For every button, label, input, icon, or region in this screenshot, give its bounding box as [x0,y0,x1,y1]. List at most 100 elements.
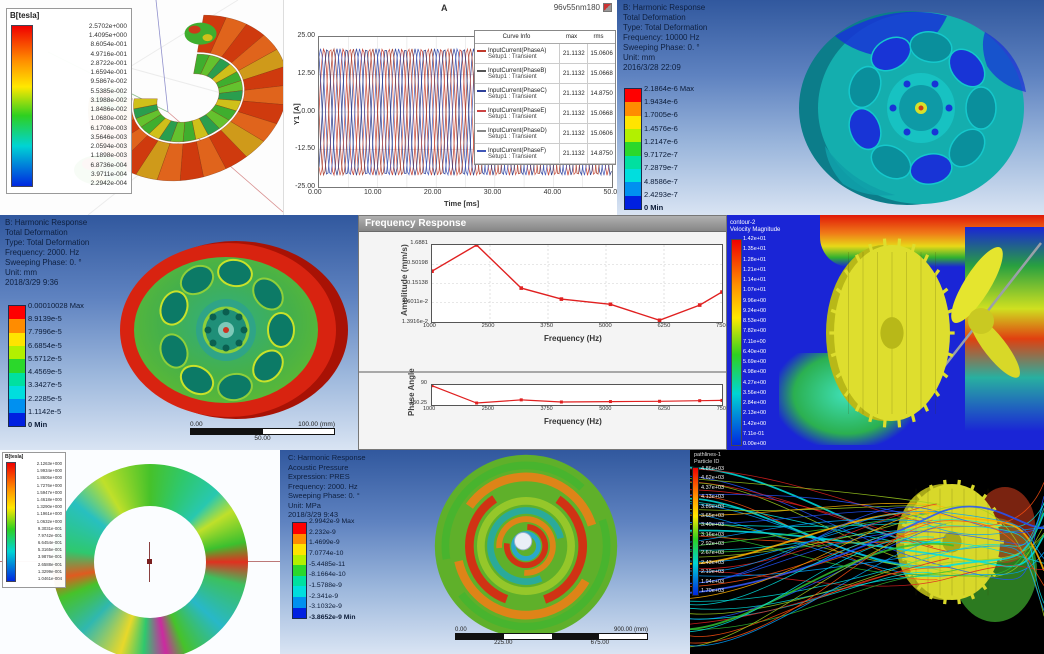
tick-label: 1000 [423,323,436,329]
curve-legend-table: Curve Info max rms InputCurrent(PhaseA) … [474,30,616,165]
info-line: 2018/3/29 9:43 [288,510,339,519]
legend-value: 4.37e+03 [701,484,725,491]
curve-rms: 14.8750 [587,84,615,103]
tick-label: 0.00 [301,107,315,115]
legend-value: 7.7996e-5 [28,327,62,337]
analysis-info: B: Harmonic Response Total Deformation Typ… [5,218,89,288]
info-line: 2018/3/29 9:36 [5,278,59,287]
design-icon[interactable] [603,3,612,12]
color-scale-bar [624,88,642,210]
x-ticks: 0.00 10.00 20.00 30.00 40.00 50.00 [308,189,617,196]
streamlines-render [690,466,1044,648]
legend-value: 1.7005e-6 [644,110,678,120]
legend-value: 3.56e+00 [743,389,767,396]
legend-value: -3.8652e-9 Min [309,613,356,621]
legend-value: -5.4485e-11 [309,560,346,568]
legend-line2: Particle ID [694,458,720,465]
curve-max: 21.1132 [559,144,587,163]
legend-value: 7.82e+00 [743,328,767,335]
design-name: 96v55nm180 [553,3,600,12]
color-scale-bar [6,462,16,582]
legend-value: 5.5385e-002 [90,87,127,95]
tick-label: 0.00 [308,189,322,196]
legend-row: InputCurrent(PhaseD) Setup1 : Transient … [475,124,615,144]
origin-marker [147,559,152,564]
phase-y-ticks: 90 -150.25 [403,380,427,406]
design-label: 96v55nm180 [554,3,612,12]
legend-value: 1.0680e-002 [90,115,127,123]
gear-and-propeller-render [826,238,1042,428]
ruler-bar [455,633,648,640]
legend-value: 2.43e+03 [701,559,725,566]
info-line: Total Deformation [5,228,68,237]
legend-value: 1.8605e+000 [36,475,62,481]
legend-value: 1.0632e+000 [36,518,62,524]
legend-value: 3.9711e-004 [90,170,127,178]
legend-value: 7.2879e-7 [644,163,678,173]
legend-value: 1.1898e-003 [90,152,127,160]
curve-name: InputCurrent(PhaseE) [488,107,547,114]
legend-line1: pathlines-1 [694,452,721,458]
legend-row: InputCurrent(PhaseA) Setup1 : Transient … [475,44,615,64]
tick-label: 2500 [481,406,494,412]
curve-setup: Setup1 : Transient [488,93,537,100]
amp-y-ticks: 1.6881 0.50198 0.15138 4.6011e-2 1.3916e-2 [401,240,428,325]
legend-value: 3.5646e-003 [90,133,127,141]
color-scale-bar [11,25,33,187]
info-line: Sweeping Phase: 0. ° [5,258,82,267]
info-line: C: Harmonic Response [288,453,366,462]
legend-value: 8.9139e-5 [28,314,62,324]
col-max: max [565,34,578,40]
curve-name: InputCurrent(PhaseD) [488,127,547,134]
legend-value: 1.21e+01 [743,266,767,273]
legend-value: 2.13e+00 [743,410,767,417]
phase-plot-area [431,384,723,406]
curve-name: InputCurrent(PhaseC) [488,87,547,94]
curve-setup: Setup1 : Transient [488,133,537,140]
panel-maxwell-ring: B[tesla] 2.1263e+000 1.9934e+000 1.8605e+0… [0,450,280,654]
legend-value: 1.4576e-6 [644,123,678,133]
curve-name-cell: InputCurrent(PhaseA) Setup1 : Transient [475,48,559,60]
ruler-mid: 50.00 [254,435,271,442]
legend-value: 1.1961e+000 [36,511,62,517]
legend-value: 1.35e+01 [743,246,767,253]
legend-value: 1.9934e+000 [36,468,62,474]
legend-row: InputCurrent(PhaseF) Setup1 : Transient … [475,144,615,164]
tick-label: 3750 [540,323,554,329]
legend-value: 7.0774e-10 [309,549,344,557]
legend-value: 6.6454e-001 [37,540,62,546]
legend-value: 3.3427e-5 [28,380,62,390]
legend-value: 2.8722e-001 [90,59,127,67]
legend-value: 0 Min [28,419,48,429]
tick-label: 7500 [716,406,726,412]
splitter[interactable] [359,371,726,373]
legend-value: 3.65e+03 [701,512,725,519]
info-line: Sweeping Phase: 0. ° [288,491,360,500]
info-line: B: Harmonic Response [5,218,88,227]
amp-curve [432,245,722,322]
window-titlebar[interactable]: Frequency Response [359,216,726,232]
legend-value: 7.11e-01 [743,430,765,437]
legend-values: 2.1864e-6 Max 1.9434e-6 1.7005e-6 1.4576e-6… [644,84,694,212]
info-line: Expression: PRES [288,472,350,481]
phase-x-axis-label: Frequency (Hz) [544,417,602,426]
curve-setup: Setup1 : Transient [488,53,537,60]
legend-value: 9.24e+00 [743,307,767,314]
legend-value: 4.27e+00 [743,379,767,386]
tick-label: 6250 [657,323,671,329]
legend-header: Curve Info max rms [475,31,615,44]
legend-value: 1.1142e-5 [28,406,62,416]
window-title: Frequency Response [365,218,467,229]
legend-line1: contour-2 [730,220,756,226]
tick-label: 0.15138 [407,279,428,286]
col-curve-info: Curve Info [502,34,531,40]
info-line: Sweeping Phase: 0. ° [623,43,700,52]
legend-value: 2.67e+03 [701,550,725,557]
tick-label: 1000 [423,406,436,412]
ruler-q1: 225.00 [494,640,513,646]
tick-label: 30.00 [483,189,502,196]
info-line: Type: Total Deformation [5,238,90,247]
legend-value: 2.2942e-004 [90,179,127,187]
legend-line2: Velocity Magnitude [730,227,781,233]
tick-label: 90 [420,380,427,386]
